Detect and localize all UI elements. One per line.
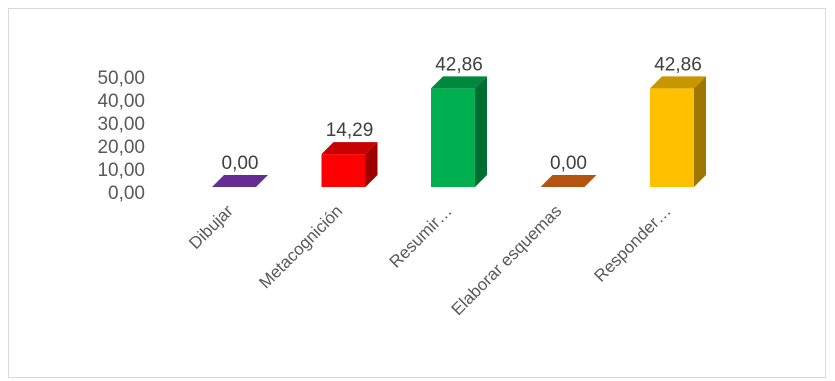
bars	[212, 76, 706, 187]
data-label: 42,86	[654, 54, 702, 75]
bar-side	[475, 76, 487, 187]
category-label: Resumir…	[386, 201, 456, 271]
category-labels: Dibujar Metacognición Resumir…Elaborar esq…	[185, 201, 675, 319]
y-tick-label: 20,00	[97, 137, 145, 158]
y-tick-label: 50,00	[97, 68, 145, 89]
data-label: 0,00	[550, 153, 587, 174]
bar	[212, 175, 268, 187]
y-tick-label: 10,00	[97, 160, 145, 181]
bar	[650, 76, 706, 187]
chart-frame	[8, 8, 826, 378]
data-labels: 0,00 14,29 42,86 0,00 42,86	[222, 54, 702, 174]
bar-front	[321, 154, 366, 187]
category-label: Dibujar	[185, 201, 237, 253]
bar-top	[212, 175, 268, 187]
bar	[540, 175, 597, 187]
data-label: 42,86	[435, 54, 483, 75]
bar-top	[540, 175, 597, 187]
y-tick-label: 30,00	[97, 114, 145, 135]
y-tick-label: 0,00	[108, 183, 145, 204]
bar	[431, 76, 487, 187]
bar-front	[431, 88, 475, 187]
category-label: Responder…	[591, 201, 675, 285]
data-label: 0,00	[222, 153, 259, 174]
bar-top	[650, 76, 706, 89]
category-label: Elaborar esquemas	[448, 201, 566, 319]
bar-side	[365, 142, 378, 187]
bar-top	[321, 142, 378, 155]
data-label: 14,29	[326, 120, 374, 141]
category-label: Metacognición	[255, 201, 346, 292]
y-tick-label: 40,00	[97, 91, 145, 112]
bar-front	[650, 88, 694, 187]
bar-top	[431, 76, 487, 89]
bar	[321, 142, 378, 187]
bar-side	[694, 76, 706, 187]
